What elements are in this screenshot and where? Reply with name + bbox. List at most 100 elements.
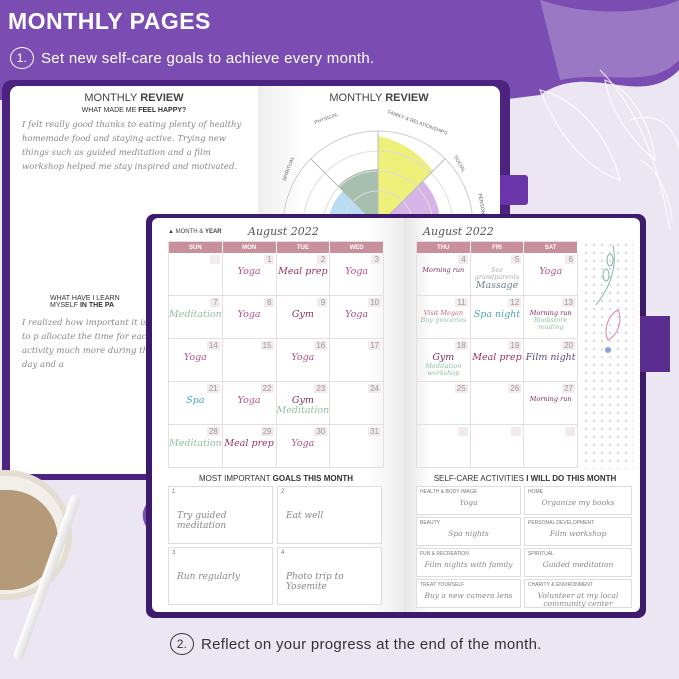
step-1: 1. Set new self-care goals to achieve eve… bbox=[10, 47, 374, 69]
cell-events: Film night bbox=[524, 353, 577, 363]
calendar-day-cell: 23 Gym Meditation bbox=[276, 382, 331, 425]
monthly-review-right-page: MONTHLY REVIEW PHYSICAL FAMILY & RELATIO… bbox=[258, 86, 500, 226]
day-number: 30 bbox=[314, 427, 328, 436]
day-number: 28 bbox=[206, 427, 220, 436]
calendar-event: Yoga bbox=[237, 309, 261, 320]
step-text: Set new self-care goals to achieve every… bbox=[41, 49, 375, 67]
day-number: 6 bbox=[565, 255, 575, 264]
cell-events: Spa bbox=[169, 396, 222, 406]
step-text: Reflect on your progress at the end of t… bbox=[201, 635, 542, 653]
day-number bbox=[457, 427, 468, 436]
calendar-event: Morning run bbox=[422, 266, 465, 274]
calendar-event: Yoga bbox=[345, 266, 369, 277]
selfcare-activity: Spa nights bbox=[448, 529, 489, 538]
selfcare-box: HEALTH & BODY IMAGE Yoga bbox=[416, 486, 521, 515]
calendar-event: Spa night bbox=[473, 309, 521, 320]
calendar-event: Meditation bbox=[169, 309, 222, 320]
calendar-day-cell: 7 Meditation bbox=[169, 296, 223, 339]
day-number: 10 bbox=[368, 298, 381, 307]
selfcare-box: PERSONAL DEVELOPMENT Film workshop bbox=[524, 517, 632, 546]
calendar-day-cell: 1 Yoga bbox=[222, 253, 277, 296]
calendar-event: Yoga bbox=[291, 438, 315, 449]
answer-happy: I felt really good thanks to eating plen… bbox=[22, 120, 242, 172]
month-year-label: ▲ MONTH & YEAR bbox=[168, 229, 222, 235]
calendar-event: Meditation bbox=[169, 438, 222, 449]
day-number: 9 bbox=[317, 298, 328, 307]
calendar-day-cell: 26 bbox=[470, 382, 525, 425]
day-number: 26 bbox=[508, 384, 522, 393]
day-number: 24 bbox=[368, 384, 381, 393]
day-number: 20 bbox=[562, 341, 575, 350]
calendar-day-cell: 18 Gym Meditation workshop bbox=[417, 339, 471, 382]
selfcare-activity: Film workshop bbox=[549, 529, 607, 538]
day-number: 25 bbox=[454, 384, 468, 393]
calendar-event: Gym bbox=[432, 352, 455, 363]
mountain-icon: ▲ bbox=[168, 229, 176, 235]
cell-events: Yoga bbox=[223, 267, 276, 277]
day-number: 14 bbox=[206, 341, 220, 350]
life-wheel-chart bbox=[282, 130, 474, 226]
page-title: MONTHLY PAGES bbox=[8, 8, 211, 34]
cell-events: Gym bbox=[277, 310, 330, 320]
calendar-event: Yoga bbox=[237, 395, 261, 406]
selfcare-activity: Buy a new camera lens bbox=[424, 591, 513, 600]
cell-events: Yoga bbox=[277, 353, 330, 363]
day-number: 12 bbox=[508, 298, 522, 307]
step-number: 1. bbox=[10, 47, 34, 69]
calendar-day-cell: 8 Yoga bbox=[222, 296, 277, 339]
calendar-day-cell: 31 bbox=[330, 425, 384, 468]
calendar-event: Meal prep bbox=[278, 266, 328, 277]
calendar-event: Yoga bbox=[539, 266, 563, 277]
selfcare-category: PERSONAL DEVELOPMENT bbox=[528, 520, 595, 526]
calendar-event: Meal prep bbox=[472, 352, 522, 363]
calendar-day-cell: 14 Yoga bbox=[169, 339, 223, 382]
calendar-event: Buy groceries bbox=[420, 315, 467, 324]
day-number: 4 bbox=[457, 255, 468, 264]
calendar-event: Gym bbox=[291, 395, 314, 406]
calendar-event: Morning run bbox=[529, 309, 572, 317]
cell-events: Yoga bbox=[330, 267, 383, 277]
calendar-day-cell: 15 bbox=[222, 339, 277, 382]
cell-events: See grandparents Massage bbox=[471, 267, 524, 291]
selfcare-activity: Organize my books bbox=[541, 498, 615, 507]
day-number: 21 bbox=[206, 384, 220, 393]
selfcare-activity: Yoga bbox=[459, 498, 478, 507]
calendar-event: Meditation bbox=[276, 404, 330, 416]
day-number: 8 bbox=[263, 298, 274, 307]
calendar-event: Visit Megan bbox=[423, 309, 464, 317]
calendar-day-cell bbox=[470, 425, 525, 468]
day-number: 1 bbox=[263, 255, 274, 264]
calendar-day-cell: 22 Yoga bbox=[222, 382, 277, 425]
cell-events: Spa night bbox=[471, 310, 524, 320]
goal-number: 3 bbox=[172, 550, 176, 556]
selfcare-category: SPIRITUAL bbox=[528, 551, 554, 557]
selfcare-box: HOME Organize my books bbox=[524, 486, 632, 515]
calendar-event: Spa bbox=[186, 395, 205, 406]
question-learned: WHAT HAVE I LEARN MYSELF IN THE PA bbox=[50, 295, 120, 309]
selfcare-category: BEAUTY bbox=[420, 520, 441, 526]
calendar-event: Bookstore reading bbox=[533, 315, 568, 331]
calendar-day-cell: 5 See grandparents Massage bbox=[470, 253, 525, 296]
day-header-fri: FRI bbox=[470, 242, 525, 253]
goal-number: 2 bbox=[281, 489, 285, 495]
step-number: 2. bbox=[170, 633, 194, 655]
calendar-day-cell: 25 bbox=[417, 382, 471, 425]
day-header-mon: MON bbox=[222, 242, 277, 253]
elastic-band-front bbox=[640, 316, 670, 372]
calendar-day-cell: 9 Gym bbox=[276, 296, 331, 339]
calendar-day-cell: 24 bbox=[330, 382, 384, 425]
calendar-event: Gym bbox=[291, 309, 314, 320]
leaf-illustration-icon bbox=[539, 69, 679, 231]
cell-events: Gym Meditation bbox=[277, 396, 330, 416]
day-header-sat: SAT bbox=[524, 242, 578, 253]
day-number: 3 bbox=[371, 255, 381, 264]
review-title: MONTHLY REVIEW bbox=[84, 92, 184, 104]
calendar-day-cell: 17 bbox=[330, 339, 384, 382]
calendar-day-cell: 28 Meditation bbox=[169, 425, 223, 468]
goal-number: 1 bbox=[172, 489, 176, 495]
selfcare-box: SPIRITUAL Guided meditation bbox=[524, 548, 632, 577]
calendar-day-cell: 12 Spa night bbox=[470, 296, 525, 339]
calendar-event: Film night bbox=[525, 352, 576, 363]
calendar-event: Yoga bbox=[237, 266, 261, 277]
calendar-event: Meditation workshop bbox=[425, 361, 462, 377]
